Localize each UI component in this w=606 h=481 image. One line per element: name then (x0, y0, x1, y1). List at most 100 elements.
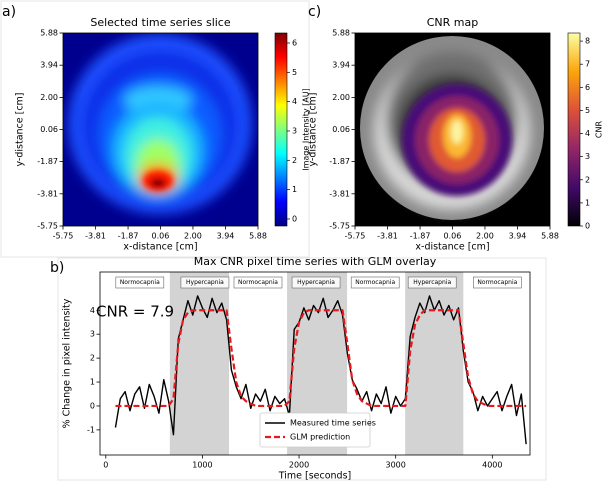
panel-frame (0, 0, 310, 258)
y-axis-label: y-distance [cm] (308, 92, 319, 166)
colorbar-tick-label: 1 (585, 198, 590, 207)
x-axis-label: x-distance [cm] (123, 242, 197, 253)
x-tick-label: 3.94 (217, 232, 235, 241)
panel-frame (57, 257, 547, 481)
x-tick-label: 5.88 (249, 232, 267, 241)
y-axis-label: y-distance [cm] (15, 92, 26, 166)
x-tick-label: 2.00 (476, 232, 494, 241)
colorbar-tick-label: 0 (292, 214, 297, 223)
cnr-image (355, 33, 550, 226)
phase-label-box (350, 276, 400, 289)
y-tick-label: -1.87 (329, 157, 350, 166)
colorbar-tick-label: 6 (292, 38, 297, 47)
y-tick-label: -3.81 (37, 189, 58, 198)
phase-label-box (407, 276, 457, 289)
y-tick-label: 5.88 (332, 29, 350, 38)
hypercapnia-span (169, 272, 229, 455)
x-tick-label: 2.00 (184, 232, 202, 241)
y-tick-label: 0 (90, 401, 95, 410)
y-tick-label: 3.94 (40, 61, 58, 70)
x-axis-label: x-distance [cm] (415, 242, 489, 253)
y-tick-label: 5.88 (40, 29, 58, 38)
chart-title: Selected time series slice (90, 16, 230, 29)
panel-label: c) (308, 4, 321, 20)
x-tick-label: 4000 (482, 461, 502, 470)
x-tick-label: 5.88 (541, 232, 559, 241)
x-tick-label: 3.94 (509, 232, 527, 241)
colorbar-tick-label: 7 (585, 60, 590, 69)
phase-label: Normocapnia (120, 279, 160, 286)
x-tick-label: -1.87 (118, 232, 139, 241)
x-tick-label: -5.75 (345, 232, 366, 241)
colorbar-tick-label: 2 (292, 156, 297, 165)
colorbar-tick-label: 3 (585, 152, 590, 161)
colorbar (567, 32, 581, 227)
colorbar-tick-label: 4 (292, 97, 297, 106)
cnr-annotation: CNR = 7.9 (96, 303, 174, 321)
panel-label: a) (2, 4, 16, 20)
y-tick-label: 2.00 (332, 93, 350, 102)
intensity-image (63, 33, 258, 226)
panel-label: b) (50, 260, 64, 276)
plot-frame (62, 32, 259, 227)
hypercapnia-span (405, 272, 464, 455)
y-tick-label: -1.87 (37, 157, 58, 166)
plot-frame (354, 32, 551, 227)
phase-label: Hypercapnia (186, 279, 224, 286)
x-tick-label: -3.81 (377, 232, 398, 241)
phase-label-box (291, 276, 341, 289)
y-axis-label: % Change in pixel intensity (62, 298, 73, 428)
colorbar-label: Image Intensity [AU] (302, 88, 311, 171)
x-tick-label: 0 (103, 461, 108, 470)
phase-label: Hypercapnia (297, 279, 335, 286)
phase-label-box (473, 276, 522, 289)
x-axis-label: Time [seconds] (278, 471, 352, 481)
y-tick-label: -1 (87, 425, 95, 434)
colorbar-tick-label: 5 (585, 106, 590, 115)
colorbar-tick-label: 3 (292, 126, 297, 135)
chart-title: CNR map (427, 16, 479, 29)
x-tick-label: -5.75 (53, 232, 74, 241)
colorbar-tick-label: 2 (585, 175, 590, 184)
colorbar-tick-label: 6 (585, 83, 590, 92)
colorbar-tick-label: 0 (585, 222, 590, 231)
x-tick-label: 3000 (386, 461, 406, 470)
legend-label: Measured time series (290, 419, 376, 428)
colorbar-tick-label: 5 (292, 68, 297, 77)
series-line (115, 309, 527, 408)
x-tick-label: -3.81 (85, 232, 106, 241)
y-tick-label: 1 (90, 378, 95, 387)
y-tick-label: 3.94 (332, 61, 350, 70)
x-tick-label: 1000 (192, 461, 212, 470)
plot-frame (99, 271, 531, 456)
x-tick-label: -1.87 (410, 232, 431, 241)
colorbar-label: CNR (595, 121, 604, 139)
phase-label-box (115, 276, 165, 289)
y-tick-label: 4 (90, 306, 95, 315)
colorbar-tick-label: 8 (585, 37, 590, 46)
phase-label: Hypercapnia (413, 279, 451, 286)
x-tick-label: 0.06 (152, 232, 170, 241)
y-tick-label: 0.06 (40, 125, 58, 134)
phase-label: Normocapnia (238, 279, 278, 286)
legend-label: GLM prediction (290, 433, 350, 442)
chart-title: Max CNR pixel time series with GLM overl… (194, 255, 437, 268)
colorbar-tick-label: 1 (292, 185, 297, 194)
phase-label-box (180, 276, 230, 289)
x-tick-label: 0.06 (444, 232, 462, 241)
y-tick-label: -3.81 (329, 189, 350, 198)
y-tick-label: 2 (90, 354, 95, 363)
y-tick-label: 2.00 (40, 93, 58, 102)
y-tick-label: -5.75 (37, 222, 58, 231)
y-tick-label: 0.06 (332, 125, 350, 134)
phase-label: Normocapnia (355, 279, 395, 286)
phase-label-box (233, 276, 283, 289)
colorbar-tick-label: 4 (585, 129, 590, 138)
legend-box (259, 412, 371, 448)
colorbar (274, 32, 288, 227)
x-tick-label: 2000 (289, 461, 309, 470)
phase-label: Normocapnia (477, 279, 517, 286)
y-tick-label: -5.75 (329, 222, 350, 231)
y-tick-label: 3 (90, 330, 95, 339)
